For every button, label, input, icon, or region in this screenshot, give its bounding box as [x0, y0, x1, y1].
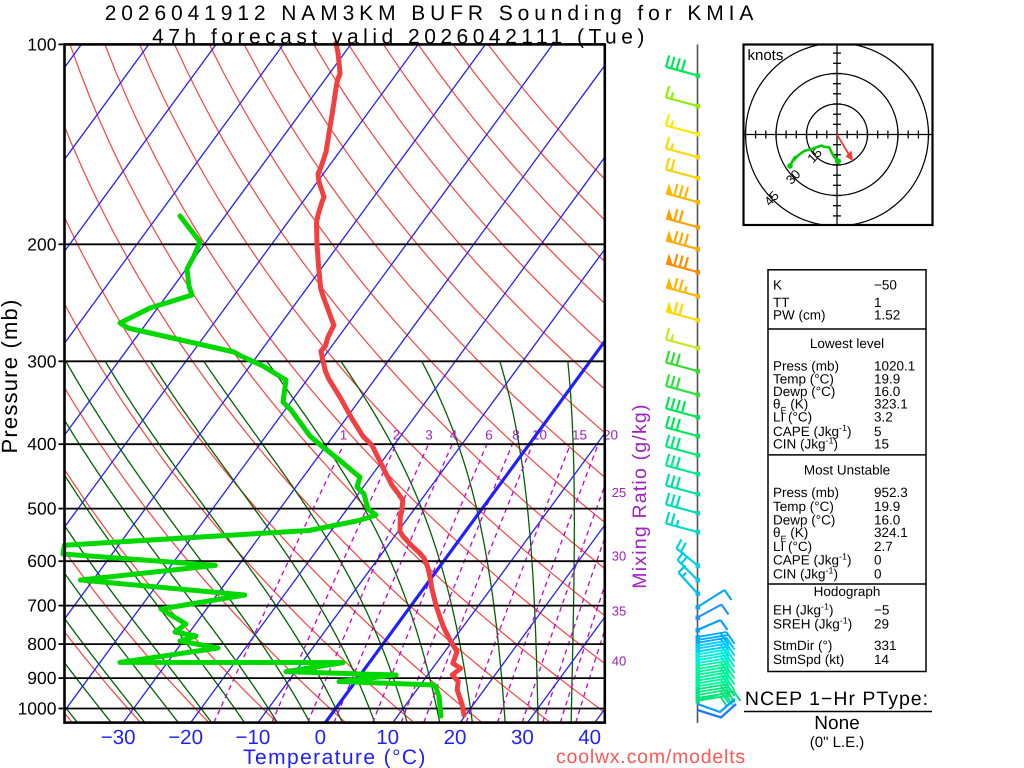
svg-text:TT: TT — [773, 295, 790, 310]
svg-text:StmDir (°): StmDir (°) — [773, 638, 832, 653]
svg-text:SREH (Jkg-1): SREH (Jkg-1) — [773, 616, 852, 632]
svg-text:323.1: 323.1 — [874, 397, 908, 412]
svg-text:19.9: 19.9 — [874, 499, 900, 514]
svg-text:−5: −5 — [874, 603, 889, 618]
svg-text:2026041912 NAM3KM BUFR Soundin: 2026041912 NAM3KM BUFR Sounding for KMIA — [105, 2, 759, 25]
svg-text:0: 0 — [874, 553, 882, 568]
svg-text:20: 20 — [444, 726, 467, 749]
svg-text:1: 1 — [340, 428, 348, 443]
svg-text:Lowest level: Lowest level — [810, 336, 884, 351]
svg-text:300: 300 — [27, 351, 56, 371]
svg-text:25: 25 — [612, 485, 626, 500]
svg-text:47h forecast valid 2026042111: 47h forecast valid 2026042111 (Tue) — [152, 26, 649, 49]
svg-text:LI (°C): LI (°C) — [773, 539, 812, 554]
svg-text:CIN (Jkg-1): CIN (Jkg-1) — [773, 566, 838, 582]
svg-text:None: None — [814, 713, 859, 734]
svg-text:Dewp (°C): Dewp (°C) — [773, 513, 835, 528]
svg-text:StmSpd (kt): StmSpd (kt) — [773, 652, 844, 667]
svg-text:952.3: 952.3 — [874, 485, 908, 500]
svg-text:900: 900 — [27, 668, 56, 688]
svg-text:2.7: 2.7 — [874, 539, 893, 554]
svg-text:10: 10 — [532, 428, 547, 443]
svg-text:16.0: 16.0 — [874, 384, 900, 399]
svg-text:1020.1: 1020.1 — [874, 358, 915, 373]
svg-text:CAPE (Jkg-1): CAPE (Jkg-1) — [773, 552, 852, 568]
svg-text:CIN (Jkg-1): CIN (Jkg-1) — [773, 436, 838, 452]
svg-text:2: 2 — [393, 428, 401, 443]
svg-text:3.2: 3.2 — [874, 410, 893, 425]
svg-text:Pressure (mb): Pressure (mb) — [0, 299, 22, 454]
svg-text:100: 100 — [27, 34, 56, 54]
svg-text:29: 29 — [874, 617, 889, 632]
svg-text:NCEP 1−Hr PType:: NCEP 1−Hr PType: — [745, 688, 929, 710]
svg-text:5: 5 — [874, 424, 882, 439]
svg-text:200: 200 — [27, 234, 56, 254]
svg-text:knots: knots — [748, 47, 784, 64]
svg-text:500: 500 — [27, 499, 56, 519]
svg-text:Hodograph: Hodograph — [814, 584, 881, 599]
svg-text:Most Unstable: Most Unstable — [804, 463, 890, 478]
svg-text:40: 40 — [612, 654, 626, 669]
svg-text:−30: −30 — [101, 726, 136, 749]
svg-text:800: 800 — [27, 634, 56, 654]
svg-text:10: 10 — [376, 726, 399, 749]
svg-text:(0" L.E.): (0" L.E.) — [810, 734, 865, 751]
svg-text:CAPE (Jkg-1): CAPE (Jkg-1) — [773, 423, 852, 439]
svg-text:1: 1 — [874, 295, 882, 310]
svg-text:K: K — [773, 278, 782, 293]
svg-text:16.0: 16.0 — [874, 513, 900, 528]
svg-text:331: 331 — [874, 638, 897, 653]
svg-text:400: 400 — [27, 434, 56, 454]
svg-text:−20: −20 — [168, 726, 203, 749]
svg-text:LI (°C): LI (°C) — [773, 410, 812, 425]
svg-text:35: 35 — [612, 604, 626, 619]
svg-text:Mixing Ratio (g/kg): Mixing Ratio (g/kg) — [629, 403, 651, 588]
svg-text:coolwx.com/modelts: coolwx.com/modelts — [556, 746, 746, 768]
svg-text:19.9: 19.9 — [874, 372, 900, 387]
svg-text:PW (cm): PW (cm) — [773, 308, 825, 323]
svg-text:324.1: 324.1 — [874, 525, 908, 540]
svg-text:−50: −50 — [874, 278, 897, 293]
svg-text:30: 30 — [511, 726, 534, 749]
svg-text:40: 40 — [578, 726, 601, 749]
svg-text:Temperature (°C): Temperature (°C) — [243, 746, 427, 768]
svg-text:20: 20 — [603, 428, 618, 443]
svg-text:−10: −10 — [236, 726, 271, 749]
svg-text:Press (mb): Press (mb) — [773, 358, 839, 373]
svg-text:Temp (°C): Temp (°C) — [773, 372, 834, 387]
svg-text:8: 8 — [512, 428, 520, 443]
svg-text:1.52: 1.52 — [874, 308, 900, 323]
svg-text:15: 15 — [572, 428, 587, 443]
svg-text:Press (mb): Press (mb) — [773, 485, 839, 500]
svg-text:0: 0 — [874, 567, 882, 582]
svg-text:EH (Jkg-1): EH (Jkg-1) — [773, 602, 834, 618]
svg-text:1000: 1000 — [18, 699, 57, 719]
svg-text:14: 14 — [874, 652, 890, 667]
svg-text:700: 700 — [27, 596, 56, 616]
svg-text:0: 0 — [315, 726, 326, 749]
svg-text:6: 6 — [485, 428, 493, 443]
svg-text:15: 15 — [874, 437, 889, 452]
svg-text:Temp (°C): Temp (°C) — [773, 499, 834, 514]
svg-text:Dewp (°C): Dewp (°C) — [773, 384, 835, 399]
svg-text:600: 600 — [27, 551, 56, 571]
svg-text:3: 3 — [425, 428, 433, 443]
svg-text:4: 4 — [450, 428, 458, 443]
svg-text:30: 30 — [612, 549, 626, 564]
